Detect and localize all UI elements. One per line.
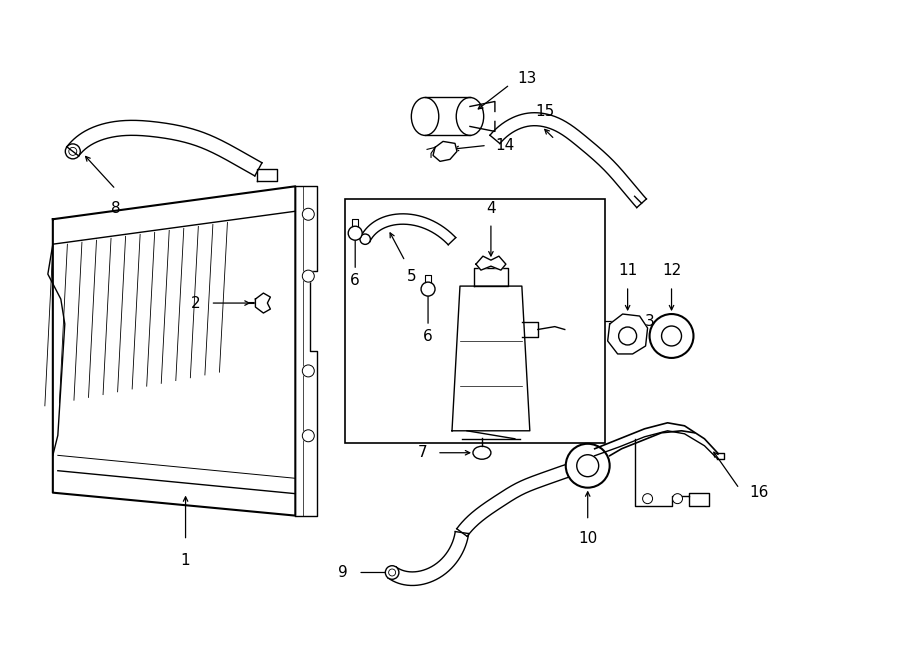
Text: 6: 6 xyxy=(423,329,433,344)
Circle shape xyxy=(421,282,435,296)
Text: 9: 9 xyxy=(338,565,348,580)
Text: 13: 13 xyxy=(517,71,536,86)
Text: 11: 11 xyxy=(618,263,637,278)
Circle shape xyxy=(348,226,362,240)
Polygon shape xyxy=(476,256,506,270)
Text: 15: 15 xyxy=(536,104,554,120)
Text: 2: 2 xyxy=(191,295,201,311)
Text: 7: 7 xyxy=(418,446,427,460)
Circle shape xyxy=(618,327,636,345)
Circle shape xyxy=(662,326,681,346)
Ellipse shape xyxy=(473,446,491,459)
Circle shape xyxy=(302,208,314,220)
Circle shape xyxy=(302,430,314,442)
Circle shape xyxy=(360,234,371,245)
Text: 3: 3 xyxy=(644,313,654,329)
Polygon shape xyxy=(452,286,530,431)
Circle shape xyxy=(577,455,598,477)
Text: 8: 8 xyxy=(111,201,121,216)
Text: 5: 5 xyxy=(408,269,417,284)
Polygon shape xyxy=(433,141,457,161)
Text: 14: 14 xyxy=(495,138,514,153)
Text: 16: 16 xyxy=(750,485,769,500)
Circle shape xyxy=(302,270,314,282)
Circle shape xyxy=(566,444,609,488)
Text: 10: 10 xyxy=(578,531,598,545)
Circle shape xyxy=(302,365,314,377)
Bar xyxy=(346,199,605,443)
Circle shape xyxy=(650,314,694,358)
Text: 12: 12 xyxy=(662,263,681,278)
Polygon shape xyxy=(608,314,648,354)
Ellipse shape xyxy=(456,97,483,136)
Text: 6: 6 xyxy=(350,273,360,288)
Polygon shape xyxy=(256,293,270,313)
Circle shape xyxy=(643,494,652,504)
Text: 1: 1 xyxy=(181,553,191,568)
Circle shape xyxy=(672,494,682,504)
Text: 4: 4 xyxy=(486,201,496,216)
Circle shape xyxy=(385,566,399,579)
